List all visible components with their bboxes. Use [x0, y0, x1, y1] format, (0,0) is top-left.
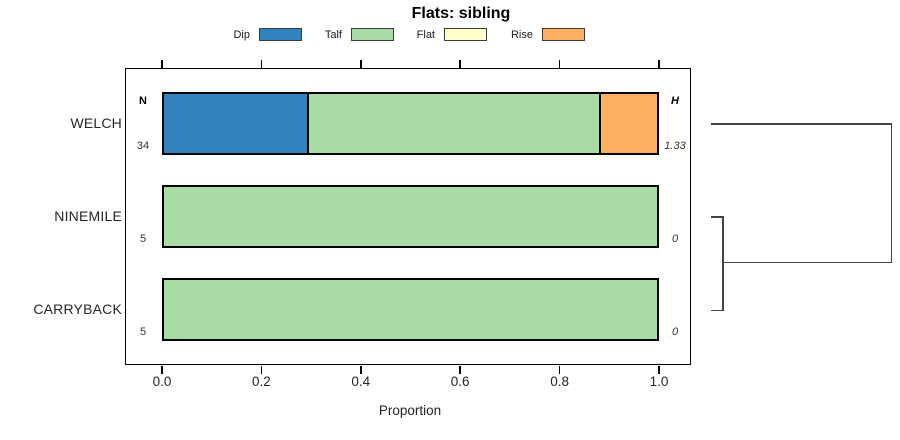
chart-title: Flats: sibling — [411, 5, 511, 22]
axis-tick-bottom — [360, 365, 362, 374]
legend-item-dip: Dip — [210, 26, 302, 43]
bar-segment-talf — [162, 278, 659, 341]
axis-tick-label: 1.0 — [649, 374, 669, 389]
axis-tick-bottom — [558, 365, 561, 374]
axis-tick-bottom — [658, 365, 660, 374]
axis-tick-top — [558, 60, 561, 68]
root-vertical-line — [890, 123, 892, 263]
h-value-welch: 1.33 — [664, 140, 686, 152]
legend-label: Rise — [510, 28, 533, 41]
category-label-ninemile: NINEMILE — [54, 208, 122, 224]
h-value-carryback: 0 — [671, 326, 679, 338]
legend-swatch-flat — [444, 28, 487, 41]
bar-outline — [162, 92, 659, 155]
legend-label: Dip — [233, 28, 250, 41]
axis-tick-label: 0.2 — [252, 374, 271, 389]
carryback-leaf-tick — [711, 309, 723, 311]
legend-label: Talf — [324, 28, 342, 41]
axis-tick-top — [658, 60, 660, 68]
bar-segment-talf — [308, 92, 601, 155]
axis-tick-top — [459, 60, 461, 68]
axis-tick-label: 0.8 — [550, 374, 569, 389]
axis-tick-top — [260, 60, 263, 68]
bar-segment-divider — [599, 92, 602, 155]
legend-swatch-talf — [351, 28, 394, 41]
legend-item-rise: Rise — [493, 26, 585, 43]
axis-tick-bottom — [459, 365, 461, 374]
category-label-carryback: CARRYBACK — [33, 301, 122, 317]
welch-branch-line — [711, 123, 892, 125]
axis-tick-top — [360, 60, 362, 68]
category-label-welch: WELCH — [70, 115, 122, 131]
bar-outline — [162, 185, 659, 248]
n-value-carryback: 5 — [139, 326, 147, 338]
ninemile-carryback-vertical — [722, 216, 724, 311]
legend-swatch-rise — [542, 28, 585, 41]
legend-label: Flat — [416, 28, 435, 41]
ninemile-leaf-tick — [711, 216, 723, 218]
legend: Dip Talf Flat Rise — [0, 26, 900, 43]
bar-segment-talf — [162, 185, 659, 248]
axis-tick-bottom — [260, 365, 263, 374]
legend-swatch-dip — [259, 28, 302, 41]
axis-tick-label: 0.6 — [450, 374, 470, 389]
n-column-header: N — [139, 95, 147, 107]
stacked-bar-carryback — [162, 278, 659, 341]
h-column-header: H — [671, 95, 679, 107]
bar-segment-dip — [162, 92, 309, 155]
legend-item-talf: Talf — [302, 26, 394, 43]
bar-segment-rise — [600, 92, 659, 155]
stacked-bar-ninemile — [162, 185, 659, 248]
bar-segment-divider — [307, 92, 310, 155]
n-value-welch: 34 — [136, 140, 150, 152]
h-value-ninemile: 0 — [671, 233, 679, 245]
axis-tick-label: 0.0 — [152, 374, 172, 389]
bar-outline — [162, 278, 659, 341]
x-axis-label: Proportion — [378, 403, 442, 418]
n-value-ninemile: 5 — [139, 233, 147, 245]
legend-item-flat: Flat — [395, 26, 487, 43]
axis-tick-label: 0.4 — [351, 374, 371, 389]
stacked-bar-welch — [162, 92, 659, 155]
axis-tick-top — [161, 60, 163, 68]
merged-cluster-branch-line — [722, 261, 892, 263]
axis-tick-bottom — [161, 365, 163, 374]
